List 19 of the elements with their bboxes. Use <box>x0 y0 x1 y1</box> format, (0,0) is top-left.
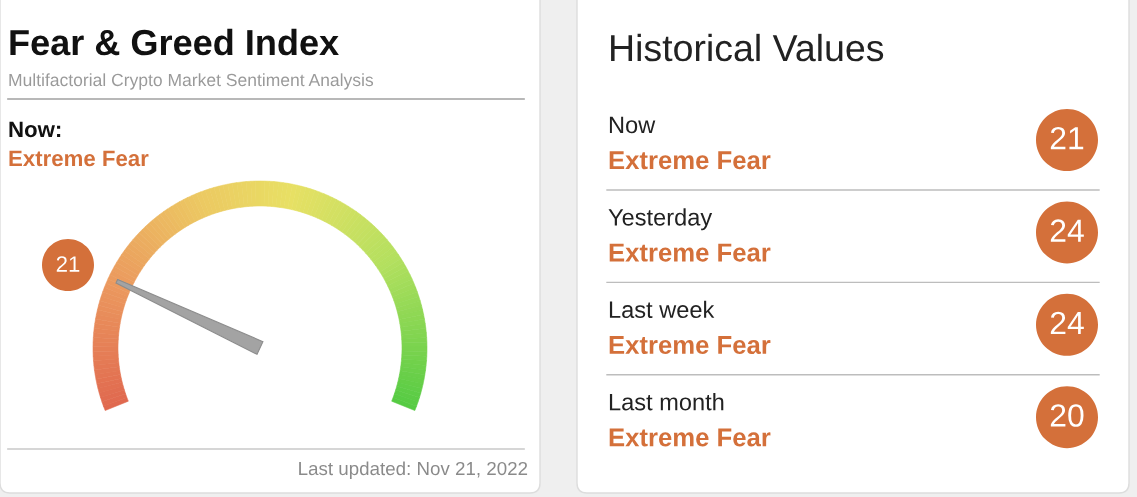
text: Fear & Greed Index <box>10 28 339 56</box>
category-label: Yesterday <box>608 208 713 231</box>
data-label: 20 <box>1050 404 1084 427</box>
text: Extreme Fear <box>609 428 771 447</box>
category-label: Last month <box>609 393 724 411</box>
text: Multifactorial Crypto Market Sentiment Analysis <box>9 73 374 90</box>
text: Extreme Fear <box>609 151 771 170</box>
text: Now: <box>9 121 61 138</box>
text: Extreme Fear <box>9 150 149 167</box>
text: Last updated: Nov 21, 2022 <box>299 461 528 479</box>
data-label: 24 <box>1050 311 1084 335</box>
text: Extreme Fear <box>609 336 771 355</box>
data-label: 21 <box>1050 126 1084 150</box>
text: Historical Values <box>611 33 884 62</box>
text: Extreme Fear <box>609 243 771 262</box>
category-label: Last week <box>609 300 715 319</box>
text: 21 <box>56 256 80 272</box>
data-label: 24 <box>1050 219 1084 242</box>
category-label: Now <box>609 116 656 134</box>
